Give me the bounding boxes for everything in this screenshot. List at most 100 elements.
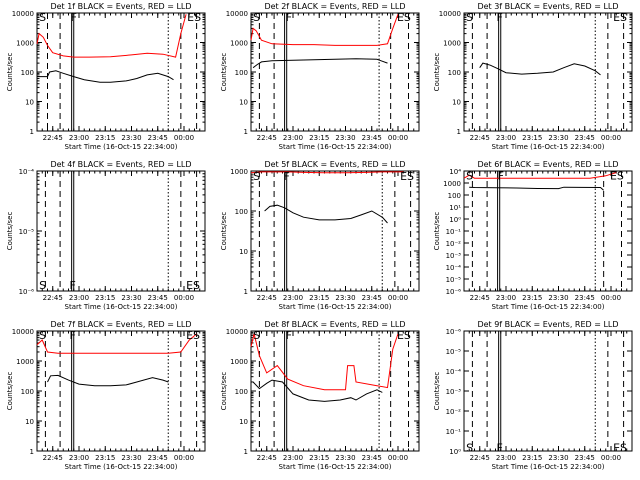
x-tick-label: 23:30 — [548, 454, 568, 462]
x-tick-label: 23:30 — [335, 454, 355, 462]
y-tick-label: 100 — [448, 69, 461, 77]
y-tick-label: 10⁻³ — [446, 388, 462, 396]
series-events-line — [37, 70, 174, 83]
marker-label-s: S — [253, 170, 260, 183]
y-tick-label: 10 — [239, 418, 248, 426]
plot-frame — [36, 170, 206, 292]
x-tick-label: 23:30 — [335, 294, 355, 302]
x-axis-label: Start Time (16-Oct-15 22:34:00) — [279, 143, 392, 151]
x-tick-label: 00:00 — [601, 454, 621, 462]
y-tick-label: 100 — [235, 388, 248, 396]
x-tick-label: 23:45 — [575, 294, 595, 302]
y-tick-label: 10000 — [226, 10, 248, 18]
x-tick-label: 23:15 — [309, 294, 329, 302]
x-tick-label: 23:45 — [148, 454, 168, 462]
marker-label-f: F — [497, 442, 503, 455]
y-tick-label: 10⁻⁴ — [446, 368, 462, 376]
chart-title: Det 7f BLACK = Events, RED = LLD — [50, 320, 191, 329]
x-tick-label: 23:00 — [69, 294, 89, 302]
x-tick-label: 23:00 — [496, 294, 516, 302]
plot-frame — [250, 12, 420, 132]
y-axis-label: Counts/sec — [220, 53, 228, 92]
x-tick-label: 23:15 — [95, 294, 115, 302]
y-axis-label: Counts/sec — [433, 212, 441, 251]
y-tick-label: 10¹ — [449, 204, 461, 212]
chart-title: Det 9f BLACK = Events, RED = LLD — [477, 320, 618, 329]
marker-label-s: S — [253, 11, 260, 24]
marker-label-f: F — [286, 329, 292, 342]
x-tick-label: 22:45 — [257, 134, 277, 142]
chart-panel-8: Det 8f BLACK = Events, RED = LLD 1 10 100 10… — [220, 320, 420, 471]
y-tick-label: 100 — [21, 388, 34, 396]
series-events-line — [47, 374, 169, 387]
y-tick-label: 1 — [457, 128, 461, 136]
y-tick-label: 10⁻⁵ — [19, 228, 35, 236]
x-tick-label: 00:00 — [174, 134, 194, 142]
x-tick-label: 23:30 — [121, 134, 141, 142]
x-tick-label: 23:00 — [496, 134, 516, 142]
y-tick-label: 1 — [244, 288, 248, 296]
chart-panel-2: Det 2f BLACK = Events, RED = LLD 1 10 100 10… — [220, 2, 420, 151]
x-tick-label: 23:15 — [309, 134, 329, 142]
y-tick-label: 100 — [21, 69, 34, 77]
y-tick-label: 1 — [30, 448, 34, 456]
marker-label-es: ES — [400, 170, 414, 183]
x-tick-label: 23:45 — [362, 454, 382, 462]
marker-label-f: F — [70, 329, 76, 342]
marker-label-f: F — [286, 11, 292, 24]
y-tick-label: 10⁻¹ — [446, 228, 462, 236]
y-tick-label: 10⁻² — [446, 408, 462, 416]
series-lld-line — [250, 14, 399, 46]
x-tick-label: 00:00 — [388, 294, 408, 302]
x-tick-label: 23:00 — [283, 294, 303, 302]
chart-panel-3: Det 3f BLACK = Events, RED = LLD 1 10 100 10… — [433, 2, 633, 151]
x-tick-label: 23:15 — [95, 454, 115, 462]
y-tick-label: 1000 — [16, 40, 34, 48]
x-tick-label: 23:45 — [148, 294, 168, 302]
chart-title: Det 3f BLACK = Events, RED = LLD — [477, 2, 618, 11]
y-axis-label: Counts/sec — [6, 372, 14, 411]
y-tick-label: 10⁻² — [446, 240, 462, 248]
marker-label-f: F — [70, 279, 76, 292]
series-lld-line — [463, 172, 617, 179]
x-tick-label: 22:45 — [257, 294, 277, 302]
marker-label-s: S — [466, 11, 473, 24]
y-tick-label: 10⁻⁶ — [446, 328, 462, 336]
y-tick-label: 1000 — [230, 168, 248, 176]
y-tick-label: 100 — [235, 69, 248, 77]
series-events-line — [469, 186, 604, 191]
y-tick-label: 10⁻⁴ — [19, 168, 35, 176]
plot-frame — [250, 170, 420, 292]
x-axis-label: Start Time (16-Oct-15 22:34:00) — [492, 463, 605, 471]
x-tick-label: 23:15 — [95, 134, 115, 142]
chart-title: Det 8f BLACK = Events, RED = LLD — [264, 320, 405, 329]
x-axis-label: Start Time (16-Oct-15 22:34:00) — [492, 303, 605, 311]
x-tick-label: 23:00 — [496, 454, 516, 462]
x-tick-label: 23:30 — [548, 294, 568, 302]
y-axis-label: Counts/sec — [6, 212, 14, 251]
x-axis-label: Start Time (16-Oct-15 22:34:00) — [279, 463, 392, 471]
y-tick-label: 10⁴ — [449, 168, 461, 176]
chart-panel-7: Det 7f BLACK = Events, RED = LLD 1 10 100 10… — [6, 320, 206, 471]
y-tick-label: 10⁻⁴ — [446, 264, 462, 272]
x-axis-label: Start Time (16-Oct-15 22:34:00) — [279, 303, 392, 311]
y-tick-label: 10⁻⁵ — [446, 348, 462, 356]
series-events-line — [264, 204, 388, 224]
y-tick-label: 10 — [25, 99, 34, 107]
y-tick-label: 1 — [244, 128, 248, 136]
x-tick-label: 23:15 — [309, 454, 329, 462]
plot-frame — [36, 330, 206, 452]
y-tick-label: 1000 — [443, 40, 461, 48]
x-tick-label: 23:30 — [548, 134, 568, 142]
marker-label-es: ES — [613, 11, 627, 24]
x-tick-label: 23:30 — [121, 294, 141, 302]
marker-label-es: ES — [187, 11, 201, 24]
chart-title: Det 1f BLACK = Events, RED = LLD — [50, 2, 191, 11]
marker-label-es: ES — [186, 329, 200, 342]
x-axis-label: Start Time (16-Oct-15 22:34:00) — [65, 143, 178, 151]
marker-label-s: S — [39, 329, 46, 342]
x-axis-label: Start Time (16-Oct-15 22:34:00) — [492, 143, 605, 151]
chart-title: Det 4f BLACK = Events, RED = LLD — [50, 160, 191, 169]
marker-label-es: ES — [186, 279, 200, 292]
y-axis-label: Counts/sec — [6, 53, 14, 92]
